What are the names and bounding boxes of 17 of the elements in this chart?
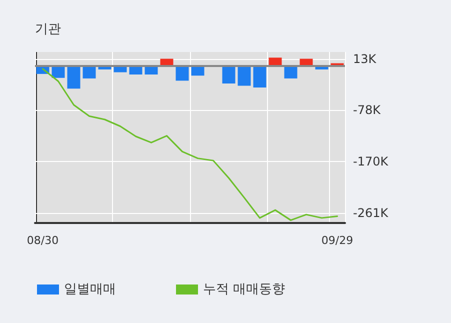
legend-label: 일별매매: [64, 282, 116, 297]
bar: [284, 66, 298, 78]
chart-title: 기관: [35, 22, 61, 37]
x-tick-label: 08/30: [26, 234, 59, 247]
bar: [253, 66, 266, 88]
bar: [67, 66, 80, 89]
y-tick-label: 13K: [353, 52, 378, 66]
y-tick-label: -78K: [353, 102, 382, 117]
bar: [222, 66, 236, 84]
bar: [82, 66, 96, 78]
legend-label: 누적 매매동향: [203, 282, 286, 297]
line-series: [42, 68, 338, 221]
x-tick-label: 09/29: [321, 234, 354, 247]
y-tick-label: -261K: [353, 206, 390, 220]
bar: [176, 66, 189, 81]
bar: [238, 66, 251, 86]
y-tick-label: -170K: [353, 154, 390, 169]
